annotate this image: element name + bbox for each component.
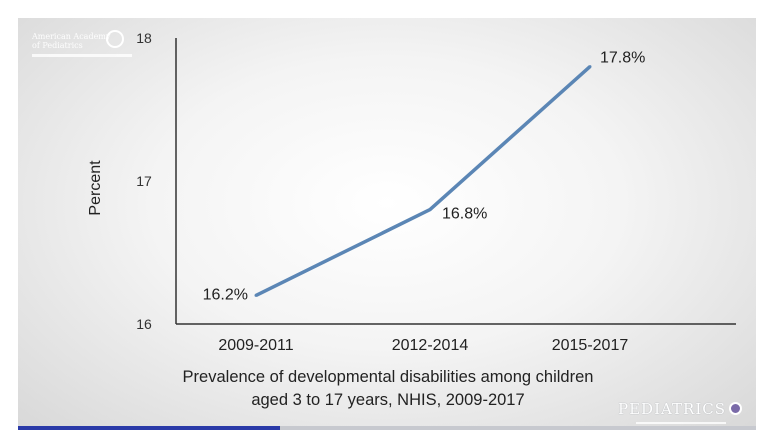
pediatrics-journal-brand: PEDIATRICS	[618, 400, 742, 418]
line-chart: 16 17 18 2009-2011 2012-2014 2015-2017 16.2%…	[87, 30, 736, 409]
chart-axes	[175, 38, 736, 325]
data-label: 17.8%	[600, 50, 645, 67]
data-label: 16.8%	[442, 206, 487, 223]
data-point	[588, 65, 592, 69]
pediatrics-logo-icon	[729, 402, 742, 415]
aap-seal-icon	[106, 30, 124, 48]
y-tick-label: 16	[136, 316, 152, 332]
video-progress-bar[interactable]	[18, 426, 756, 430]
journal-tagline	[636, 422, 726, 424]
series-line	[255, 65, 592, 297]
aap-logo-text: American Academy of Pediatrics	[32, 32, 111, 50]
data-point	[428, 208, 432, 212]
aap-logo-tagline	[32, 54, 132, 57]
x-tick-label: 2009-2011	[218, 337, 293, 354]
x-axis-label-line-1: Prevalence of developmental disabilities…	[183, 368, 594, 386]
x-tick-labels: 2009-2011 2012-2014 2015-2017	[218, 337, 628, 354]
slide: American Academy of Pediatrics 16 17 18 20…	[18, 18, 756, 430]
y-tick-labels: 16 17 18	[136, 30, 152, 332]
data-labels: 16.2% 16.8% 17.8%	[203, 50, 646, 304]
video-progress-fill	[18, 426, 280, 430]
data-label: 16.2%	[203, 286, 248, 303]
chart-series	[254, 65, 592, 297]
y-tick-label: 18	[136, 30, 152, 46]
x-tick-label: 2015-2017	[552, 337, 629, 354]
data-point	[254, 293, 258, 297]
y-tick-label: 17	[136, 173, 152, 189]
y-axis-label: Percent	[87, 160, 104, 216]
x-tick-label: 2012-2014	[392, 337, 469, 354]
x-axis-label-line-2: aged 3 to 17 years, NHIS, 2009-2017	[251, 391, 524, 409]
